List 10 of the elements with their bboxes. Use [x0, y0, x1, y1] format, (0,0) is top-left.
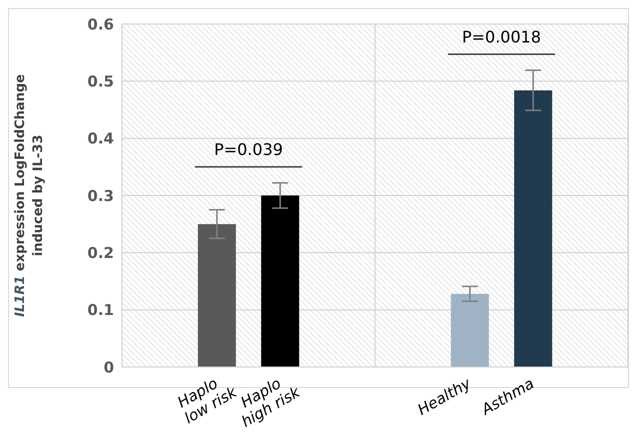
y-tick-label: 0.3 [87, 186, 114, 205]
y-tick-label: 0.6 [87, 15, 114, 34]
y-tick-label: 0.4 [87, 130, 114, 148]
y-tick-label: 0.5 [87, 72, 114, 90]
y-axis-title: IL1R1 expression LogFoldChange induced by IL-33 [13, 74, 46, 317]
annotation: P=0.0018 [462, 27, 542, 46]
y-tick-label: 0 [104, 358, 114, 376]
y-tick-label: 0.2 [87, 244, 114, 262]
annotation: P=0.039 [214, 140, 283, 159]
y-tick-label: 0.1 [87, 301, 114, 320]
